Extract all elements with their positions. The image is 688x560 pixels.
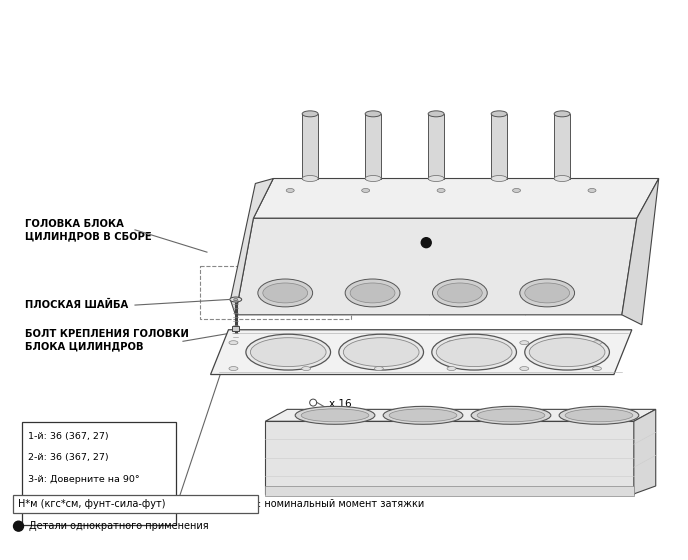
Ellipse shape — [234, 298, 238, 301]
Ellipse shape — [258, 279, 312, 307]
Text: 1-й: 36 (367, 27): 1-й: 36 (367, 27) — [28, 432, 109, 441]
Text: Детали однократного применения: Детали однократного применения — [29, 521, 208, 531]
Ellipse shape — [301, 340, 311, 344]
Ellipse shape — [339, 334, 424, 370]
Ellipse shape — [302, 111, 318, 117]
Ellipse shape — [433, 279, 487, 307]
Bar — [428, 114, 444, 179]
Ellipse shape — [477, 409, 545, 422]
Polygon shape — [266, 421, 634, 494]
Ellipse shape — [525, 283, 570, 303]
Text: КОЛПАК ШТОКА КЛАПАНА: КОЛПАК ШТОКА КЛАПАНА — [413, 442, 569, 452]
Ellipse shape — [345, 279, 400, 307]
Bar — [22, 422, 176, 525]
Ellipse shape — [428, 111, 444, 117]
Ellipse shape — [302, 175, 318, 181]
Text: 4-й: Доверните на 90°: 4-й: Доверните на 90° — [28, 496, 140, 505]
Ellipse shape — [295, 407, 375, 424]
Ellipse shape — [246, 334, 330, 370]
Polygon shape — [211, 330, 632, 375]
Ellipse shape — [428, 175, 444, 181]
Polygon shape — [634, 409, 656, 494]
Ellipse shape — [554, 111, 570, 117]
Circle shape — [14, 521, 23, 531]
Ellipse shape — [374, 340, 383, 344]
Ellipse shape — [286, 189, 294, 193]
Bar — [266, 486, 634, 496]
Ellipse shape — [559, 407, 638, 424]
Ellipse shape — [301, 409, 369, 422]
Ellipse shape — [436, 338, 512, 367]
Ellipse shape — [447, 367, 456, 371]
Polygon shape — [253, 179, 658, 218]
Bar — [491, 114, 507, 179]
Polygon shape — [266, 409, 656, 421]
Ellipse shape — [374, 367, 383, 371]
Ellipse shape — [365, 111, 381, 117]
Text: БОЛТ КРЕПЛЕНИЯ ГОЛОВКИ
БЛОКА ЦИЛИНДРОВ: БОЛТ КРЕПЛЕНИЯ ГОЛОВКИ БЛОКА ЦИЛИНДРОВ — [25, 329, 189, 351]
Ellipse shape — [438, 283, 482, 303]
Ellipse shape — [362, 189, 369, 193]
Text: ГОЛОВКА БЛОКА
ЦИЛИНДРОВ В СБОРЕ: ГОЛОВКА БЛОКА ЦИЛИНДРОВ В СБОРЕ — [25, 219, 152, 241]
Text: x 10: x 10 — [252, 340, 274, 350]
Ellipse shape — [447, 340, 456, 344]
Ellipse shape — [383, 407, 463, 424]
Circle shape — [421, 237, 431, 248]
Ellipse shape — [592, 340, 601, 344]
Text: : номинальный момент затяжки: : номинальный момент затяжки — [259, 499, 424, 509]
Ellipse shape — [471, 407, 551, 424]
Ellipse shape — [520, 279, 574, 307]
Ellipse shape — [554, 175, 570, 181]
Ellipse shape — [588, 189, 596, 193]
Ellipse shape — [525, 334, 610, 370]
Ellipse shape — [229, 367, 238, 371]
FancyBboxPatch shape — [12, 495, 258, 513]
Ellipse shape — [350, 283, 395, 303]
Text: ПЛОСКАЯ ШАЙБА: ПЛОСКАЯ ШАЙБА — [25, 300, 129, 310]
Ellipse shape — [520, 340, 529, 344]
Ellipse shape — [491, 111, 507, 117]
Ellipse shape — [437, 189, 445, 193]
Ellipse shape — [343, 338, 419, 367]
Ellipse shape — [491, 175, 507, 181]
Ellipse shape — [263, 283, 308, 303]
Text: x 16: x 16 — [329, 399, 352, 409]
Text: x 10: x 10 — [252, 296, 274, 306]
Text: Н*м (кгс*см, фунт-сила-фут): Н*м (кгс*см, фунт-сила-фут) — [18, 499, 165, 509]
Polygon shape — [235, 218, 637, 315]
Ellipse shape — [513, 189, 521, 193]
Ellipse shape — [529, 338, 605, 367]
Bar — [554, 114, 570, 179]
Ellipse shape — [301, 367, 311, 371]
Polygon shape — [622, 179, 658, 325]
Text: 2-й: 36 (367, 27): 2-й: 36 (367, 27) — [28, 453, 109, 462]
Ellipse shape — [520, 367, 529, 371]
Text: 3-й: Доверните на 90°: 3-й: Доверните на 90° — [28, 474, 140, 483]
Polygon shape — [230, 179, 273, 315]
Ellipse shape — [229, 340, 238, 344]
Ellipse shape — [389, 409, 457, 422]
Ellipse shape — [250, 338, 326, 367]
Ellipse shape — [365, 175, 381, 181]
Ellipse shape — [230, 297, 241, 302]
Bar — [365, 114, 381, 179]
Bar — [200, 266, 351, 319]
Bar — [302, 114, 318, 179]
Ellipse shape — [592, 367, 601, 371]
FancyBboxPatch shape — [233, 326, 239, 331]
Ellipse shape — [565, 409, 633, 422]
Ellipse shape — [432, 334, 517, 370]
Text: ПРОКЛАДКА ГОЛОВКИ
БЛОКА ЦИЛИНДРОВ: ПРОКЛАДКА ГОЛОВКИ БЛОКА ЦИЛИНДРОВ — [436, 227, 569, 249]
